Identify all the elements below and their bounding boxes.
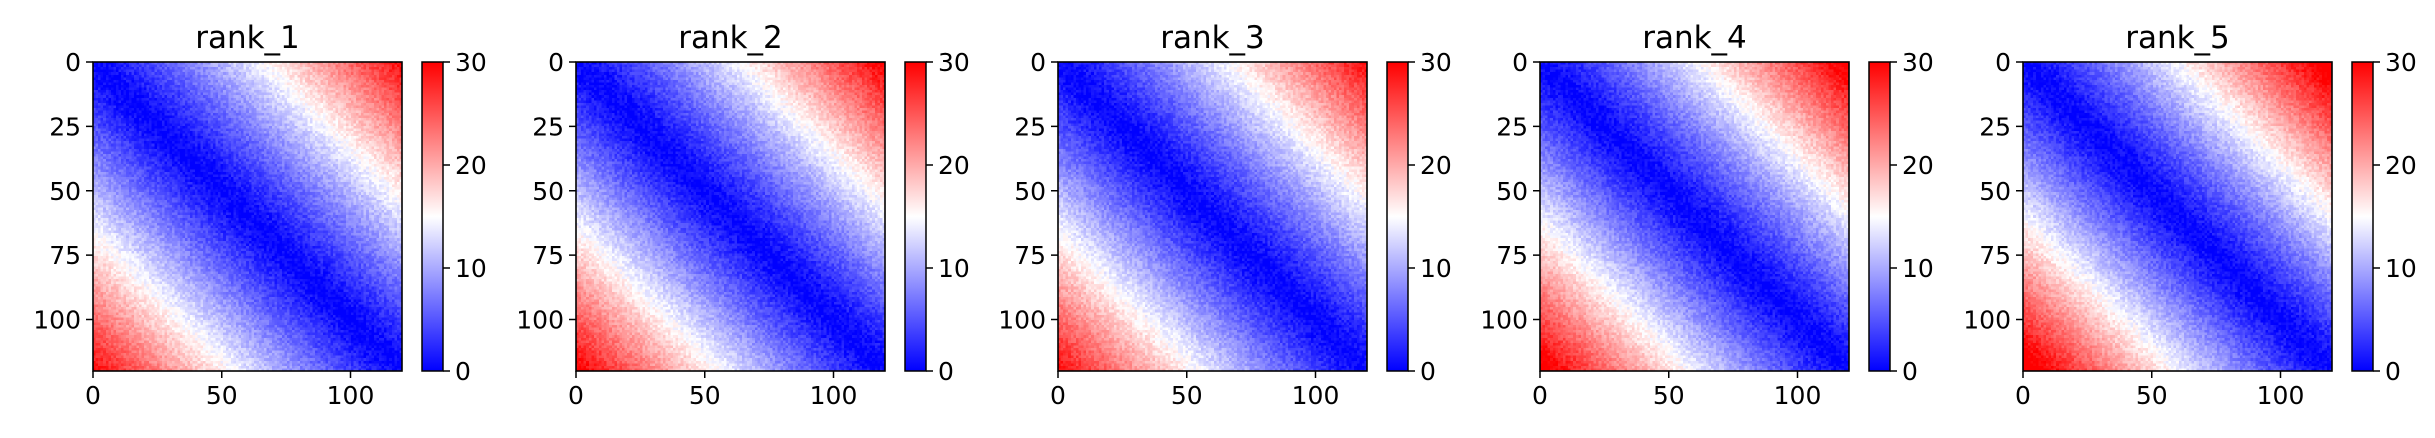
y-tick-label: 0 bbox=[1030, 48, 1046, 77]
y-tick-label: 25 bbox=[1979, 112, 2011, 141]
y-tick-label: 50 bbox=[1979, 177, 2011, 206]
panel-title: rank_4 bbox=[1642, 20, 1747, 56]
panel-title: rank_5 bbox=[2125, 20, 2230, 56]
x-tick-label: 100 bbox=[810, 381, 858, 410]
colorbar bbox=[1868, 61, 1891, 372]
y-tick-label: 100 bbox=[1963, 306, 2011, 335]
y-tick-label: 25 bbox=[1496, 112, 1528, 141]
colorbar-tick-label: 20 bbox=[2385, 151, 2417, 180]
y-tick-label: 100 bbox=[998, 306, 1046, 335]
panel-title: rank_3 bbox=[1160, 20, 1265, 56]
y-tick-label: 75 bbox=[1014, 241, 1046, 270]
y-tick-label: 50 bbox=[49, 177, 81, 206]
colorbar-tick-label: 30 bbox=[1902, 48, 1934, 77]
y-tick-label: 50 bbox=[532, 177, 564, 206]
colorbar-tick-label: 0 bbox=[2385, 357, 2401, 386]
colorbar-tick-label: 30 bbox=[455, 48, 487, 77]
x-tick-label: 0 bbox=[2015, 381, 2031, 410]
x-tick-label: 0 bbox=[1050, 381, 1066, 410]
y-tick-label: 0 bbox=[1512, 48, 1528, 77]
colorbar-tick-label: 0 bbox=[1420, 357, 1436, 386]
colorbar bbox=[904, 61, 927, 372]
axes-frame bbox=[1539, 61, 1850, 372]
y-tick-label: 75 bbox=[1979, 241, 2011, 270]
panel-title: rank_1 bbox=[195, 20, 300, 56]
y-tick-label: 75 bbox=[532, 241, 564, 270]
colorbar bbox=[2351, 61, 2374, 372]
x-tick-label: 0 bbox=[85, 381, 101, 410]
axes-frame bbox=[1057, 61, 1368, 372]
y-tick-label: 0 bbox=[65, 48, 81, 77]
y-tick-label: 50 bbox=[1496, 177, 1528, 206]
colorbar-tick-label: 20 bbox=[1902, 151, 1934, 180]
colorbar-tick-label: 10 bbox=[455, 254, 487, 283]
colorbar-tick-label: 30 bbox=[1420, 48, 1452, 77]
colorbar-tick-label: 0 bbox=[938, 357, 954, 386]
y-tick-label: 25 bbox=[49, 112, 81, 141]
x-tick-label: 100 bbox=[1774, 381, 1822, 410]
colorbar-tick-label: 10 bbox=[938, 254, 970, 283]
panel-title: rank_2 bbox=[678, 20, 783, 56]
x-tick-label: 100 bbox=[327, 381, 375, 410]
heatmap-cells bbox=[93, 62, 402, 371]
y-tick-label: 75 bbox=[1496, 241, 1528, 270]
colorbar-tick-label: 30 bbox=[2385, 48, 2417, 77]
colorbar-tick-label: 20 bbox=[938, 151, 970, 180]
x-tick-label: 50 bbox=[206, 381, 238, 410]
y-tick-label: 0 bbox=[548, 48, 564, 77]
y-tick-label: 0 bbox=[1995, 48, 2011, 77]
axes-frame bbox=[575, 61, 886, 372]
x-tick-label: 100 bbox=[1292, 381, 1340, 410]
heatmap-panel-1: rank_1 0 50 100 0 25 50 75 100 0 10 20 30 bbox=[33, 20, 487, 410]
x-tick-label: 100 bbox=[2257, 381, 2305, 410]
colorbar-tick-label: 20 bbox=[1420, 151, 1452, 180]
y-tick-label: 100 bbox=[1480, 306, 1528, 335]
colorbar-tick-label: 10 bbox=[1902, 254, 1934, 283]
colorbar-tick-label: 10 bbox=[2385, 254, 2417, 283]
colorbar bbox=[1386, 61, 1409, 372]
colorbar-tick-label: 20 bbox=[455, 151, 487, 180]
y-tick-label: 100 bbox=[516, 306, 564, 335]
colorbar-tick-label: 30 bbox=[938, 48, 970, 77]
heatmap-cells bbox=[1058, 62, 1367, 371]
y-tick-label: 50 bbox=[1014, 177, 1046, 206]
heatmap-panel-3: rank_3 0 50 100 0 25 50 75 100 0 10 20 30 bbox=[998, 20, 1452, 410]
colorbar-tick-label: 0 bbox=[1902, 357, 1918, 386]
y-tick-label: 25 bbox=[532, 112, 564, 141]
x-tick-label: 50 bbox=[2136, 381, 2168, 410]
axes-frame bbox=[2022, 61, 2333, 372]
heatmap-panel-5: rank_5 0 50 100 0 25 50 75 100 0 10 20 30 bbox=[1963, 20, 2417, 410]
x-tick-label: 0 bbox=[568, 381, 584, 410]
heatmap-panel-2: rank_2 0 50 100 0 25 50 75 100 0 10 20 30 bbox=[516, 20, 970, 410]
heatmap-cells bbox=[1540, 62, 1849, 371]
x-tick-label: 50 bbox=[1171, 381, 1203, 410]
colorbar-tick-label: 0 bbox=[455, 357, 471, 386]
x-tick-label: 50 bbox=[689, 381, 721, 410]
y-tick-label: 25 bbox=[1014, 112, 1046, 141]
colorbar bbox=[421, 61, 444, 372]
x-tick-label: 50 bbox=[1653, 381, 1685, 410]
axes-frame bbox=[92, 61, 403, 372]
heatmap-cells bbox=[2023, 62, 2332, 371]
y-tick-label: 100 bbox=[33, 306, 81, 335]
heatmap-cells bbox=[576, 62, 885, 371]
x-tick-label: 0 bbox=[1532, 381, 1548, 410]
colorbar-tick-label: 10 bbox=[1420, 254, 1452, 283]
y-tick-label: 75 bbox=[49, 241, 81, 270]
heatmap-panel-4: rank_4 0 50 100 0 25 50 75 100 0 10 20 30 bbox=[1480, 20, 1934, 410]
